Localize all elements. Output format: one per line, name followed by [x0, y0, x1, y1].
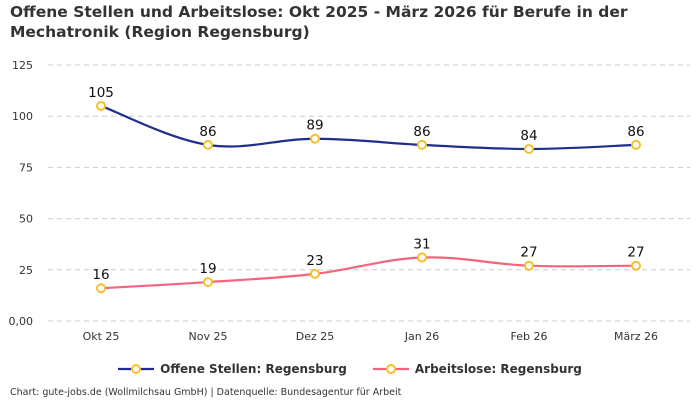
- y-tick-label: 0,00: [9, 315, 34, 328]
- data-point: [417, 139, 427, 150]
- x-tick-label: Okt 25: [83, 330, 120, 343]
- y-tick-label: 25: [19, 264, 33, 277]
- legend-line-marker-icon: [118, 364, 155, 374]
- data-point: [96, 100, 106, 111]
- data-point: [631, 260, 641, 271]
- data-label: 23: [306, 253, 323, 269]
- y-tick-label: 100: [12, 110, 33, 123]
- series-line-1: [100, 256, 637, 290]
- data-point: [310, 133, 320, 144]
- legend-item[interactable]: Offene Stellen: Regensburg: [118, 362, 347, 376]
- y-tick-label: 125: [12, 59, 33, 72]
- data-label: 16: [92, 267, 109, 283]
- data-point: [417, 252, 427, 263]
- data-label: 86: [199, 124, 216, 140]
- legend-line-marker-icon: [372, 364, 409, 374]
- data-label: 105: [88, 85, 114, 101]
- x-tick-label: Jan 26: [404, 330, 439, 343]
- chart-title: Offene Stellen und Arbeitslose: Okt 2025…: [10, 3, 628, 41]
- y-tick-label: 75: [19, 161, 33, 174]
- x-tick-label: März 26: [614, 330, 658, 343]
- legend-item[interactable]: Arbeitslose: Regensburg: [372, 362, 582, 376]
- data-point: [96, 283, 106, 294]
- x-tick-label: Nov 25: [189, 330, 228, 343]
- data-label: 27: [627, 245, 644, 261]
- chart-source: Chart: gute-jobs.de (Wollmilchsau GmbH) …: [10, 387, 402, 398]
- data-label: 27: [520, 245, 537, 261]
- x-tick-label: Feb 26: [511, 330, 548, 343]
- data-point: [203, 139, 213, 150]
- data-label: 19: [199, 261, 216, 277]
- data-label: 89: [306, 118, 323, 134]
- data-point: [631, 139, 641, 150]
- x-tick-label: Dez 25: [296, 330, 335, 343]
- data-label: 31: [413, 237, 430, 253]
- data-label: 84: [520, 128, 537, 144]
- legend: Offene Stellen: Regensburg Arbeitslose: R…: [0, 362, 700, 376]
- data-label: 86: [627, 124, 644, 140]
- data-point: [524, 143, 534, 154]
- legend-label: Offene Stellen: Regensburg: [160, 362, 347, 376]
- data-point: [203, 277, 213, 288]
- data-point: [524, 260, 534, 271]
- data-point: [310, 268, 320, 279]
- data-label: 86: [413, 124, 430, 140]
- series-line-0: [100, 104, 637, 151]
- legend-label: Arbeitslose: Regensburg: [414, 362, 582, 376]
- y-tick-label: 50: [19, 213, 33, 226]
